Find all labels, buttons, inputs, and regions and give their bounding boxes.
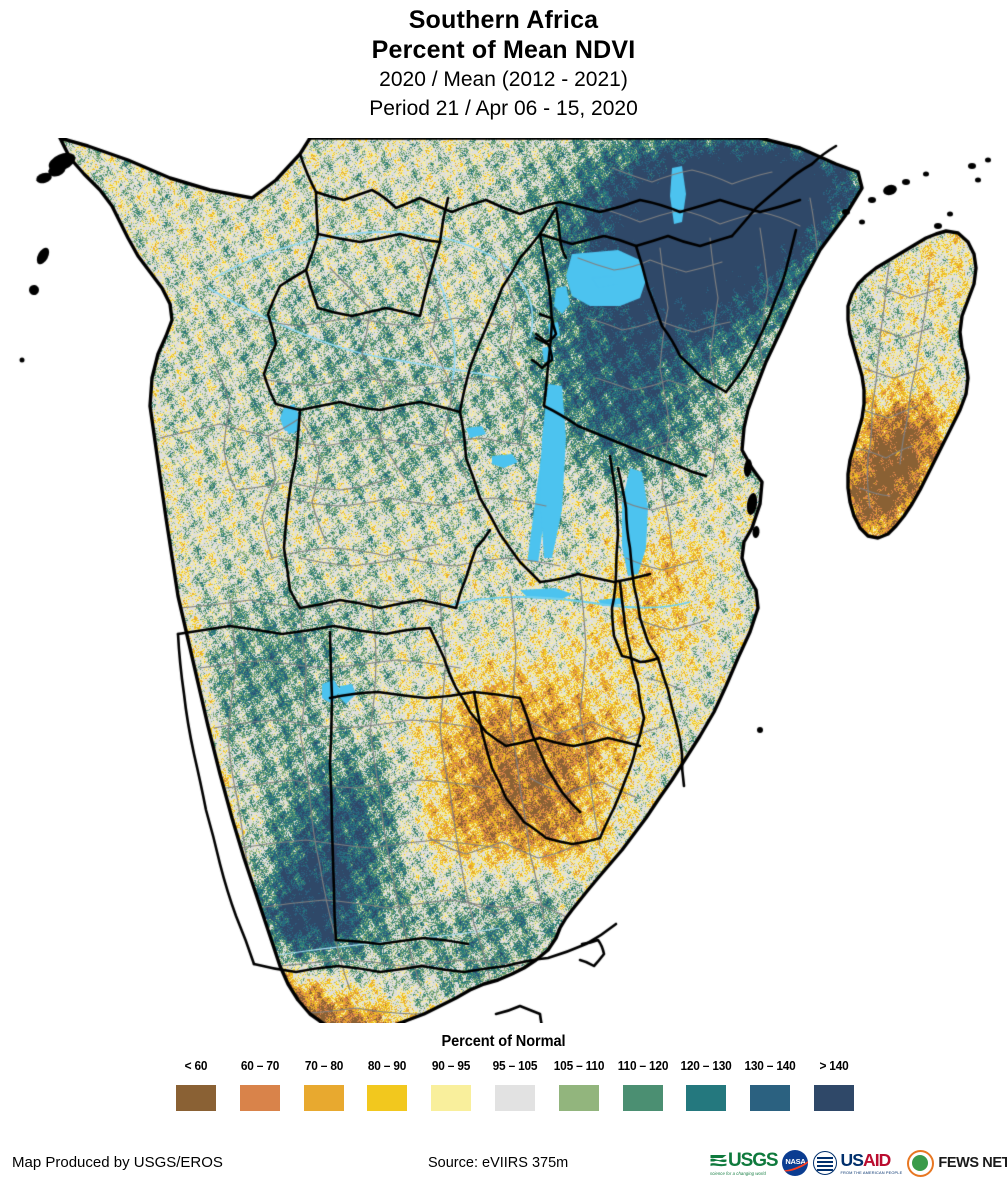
usaid-wordmark: USAID bbox=[840, 1149, 902, 1170]
map-title-block: Southern Africa Percent of Mean NDVI 202… bbox=[0, 0, 1007, 138]
fewsnet-logo: FEWS NET bbox=[907, 1149, 1007, 1177]
legend-item: 70 – 80 bbox=[292, 1059, 356, 1111]
legend-item-label: > 140 bbox=[819, 1059, 849, 1073]
legend-item: 120 – 130 bbox=[674, 1059, 738, 1111]
legend-color-swatch bbox=[814, 1085, 854, 1111]
usgs-logo: USGS science for a changing world bbox=[710, 1149, 779, 1176]
legend-color-swatch bbox=[303, 1085, 344, 1111]
logo-strip: USGS science for a changing world NASA U… bbox=[710, 1141, 1007, 1185]
legend-color-swatch bbox=[176, 1085, 216, 1111]
legend-color-swatch bbox=[686, 1085, 727, 1111]
producer-credit: Map Produced by USGS/EROS bbox=[12, 1154, 223, 1171]
usaid-word-aid: AID bbox=[862, 1149, 891, 1170]
page-title: Southern Africa bbox=[408, 6, 599, 34]
legend-item: 110 – 120 bbox=[611, 1059, 675, 1111]
usgs-wordmark: USGS bbox=[728, 1149, 779, 1171]
legend-item: 95 – 105 bbox=[483, 1059, 547, 1111]
legend-item-label: 105 – 110 bbox=[553, 1059, 605, 1073]
legend-item: 60 – 70 bbox=[228, 1059, 292, 1111]
legend-item-label: 95 – 105 bbox=[492, 1059, 538, 1073]
map-figure bbox=[0, 138, 1007, 1023]
legend-item-label: 90 – 95 bbox=[432, 1059, 471, 1073]
legend-item-label: 80 – 90 bbox=[368, 1059, 407, 1073]
usaid-word-us: US bbox=[840, 1149, 863, 1170]
nasa-meatball-icon: NASA bbox=[782, 1150, 809, 1176]
map-period: Period 21 / Apr 06 - 15, 2020 bbox=[369, 97, 638, 120]
legend-item: 90 – 95 bbox=[419, 1059, 483, 1111]
legend-item: < 60 bbox=[164, 1059, 228, 1111]
ndvi-map-canvas bbox=[0, 138, 1007, 1023]
usgs-waves-icon bbox=[710, 1154, 727, 1166]
legend-item-label: 70 – 80 bbox=[304, 1059, 343, 1073]
map-subject: Percent of Mean NDVI bbox=[371, 36, 636, 64]
usaid-seal-icon bbox=[813, 1151, 838, 1175]
data-source-note: Source: eVIIRS 375m bbox=[428, 1155, 569, 1171]
legend-heading: Percent of Normal bbox=[441, 1033, 566, 1050]
usaid-logo: USAID FROM THE AMERICAN PEOPLE bbox=[813, 1151, 902, 1175]
fewsnet-wordmark: FEWS NET bbox=[938, 1155, 1007, 1171]
legend-item-label: < 60 bbox=[184, 1059, 208, 1073]
legend-item: 130 – 140 bbox=[738, 1059, 802, 1111]
legend-item: 80 – 90 bbox=[355, 1059, 419, 1111]
legend-swatch-row: < 60 60 – 70 70 – 80 80 – 90 90 – 95 95 – 105… bbox=[0, 1059, 1007, 1129]
legend-item-label: 110 – 120 bbox=[617, 1059, 668, 1073]
map-legend: Percent of Normal < 60 60 – 70 70 – 80 80 –… bbox=[0, 1023, 1007, 1133]
legend-item: 105 – 110 bbox=[547, 1059, 611, 1111]
map-comparison: 2020 / Mean (2012 - 2021) bbox=[379, 68, 628, 91]
nasa-logo: NASA bbox=[782, 1150, 809, 1176]
legend-item: > 140 bbox=[802, 1059, 866, 1111]
legend-color-swatch bbox=[558, 1085, 599, 1111]
legend-color-swatch bbox=[622, 1085, 663, 1111]
legend-item-label: 60 – 70 bbox=[240, 1059, 279, 1073]
legend-color-swatch bbox=[431, 1085, 472, 1111]
fews-globe-icon bbox=[907, 1149, 935, 1177]
usgs-tagline: science for a changing world bbox=[710, 1170, 766, 1176]
usaid-tagline: FROM THE AMERICAN PEOPLE bbox=[840, 1169, 903, 1175]
legend-color-swatch bbox=[367, 1085, 408, 1111]
legend-item-label: 130 – 140 bbox=[744, 1059, 796, 1073]
nasa-wordmark: NASA bbox=[785, 1157, 806, 1166]
nasa-swoosh-icon bbox=[782, 1150, 809, 1176]
legend-item-label: 120 – 130 bbox=[680, 1059, 732, 1073]
legend-color-swatch bbox=[495, 1085, 535, 1111]
legend-color-swatch bbox=[239, 1085, 280, 1111]
legend-color-swatch bbox=[750, 1085, 791, 1111]
map-footer: Map Produced by USGS/EROS Source: eVIIRS… bbox=[0, 1133, 1007, 1195]
